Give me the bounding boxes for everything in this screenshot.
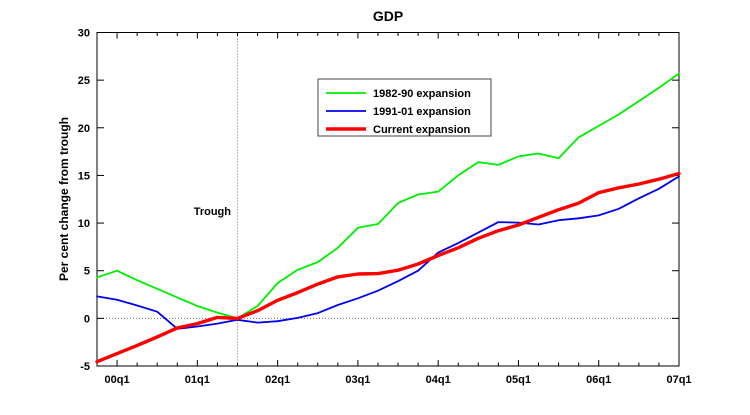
line-current-expansion: [95, 171, 681, 364]
line-1982-90-expansion: [96, 72, 680, 320]
x-tick-label: 01q1: [185, 374, 210, 386]
chart-title: GDP: [373, 8, 403, 24]
data-series: [95, 72, 681, 364]
x-tick-label: 00q1: [105, 374, 130, 386]
trough-label: Trough: [194, 206, 232, 218]
x-tick-label: 02q1: [265, 374, 290, 386]
axes: -5 0 5 10 15 20 25 30 00q1 01q1 02q1 03q1 04q1 05q1 06…: [78, 28, 692, 387]
legend-box: [317, 78, 492, 137]
x-tick-label: 03q1: [345, 374, 370, 386]
y-tick-label: 5: [84, 266, 90, 278]
x-tick-label: 07q1: [666, 374, 691, 386]
plot-box: [96, 32, 680, 367]
y-tick-label: 0: [84, 313, 90, 325]
y-tick-label: -5: [80, 361, 90, 373]
legend-entry-label: 1982-90 expansion: [373, 88, 471, 100]
y-tick-label: 25: [78, 75, 90, 87]
legend-entry-label: 1991-01 expansion: [373, 106, 471, 118]
reference-lines: [97, 32, 679, 366]
y-tick-label: 15: [78, 170, 90, 182]
y-tick-label: 20: [78, 123, 90, 135]
x-tick-label: 06q1: [586, 374, 611, 386]
x-tick-label: 04q1: [426, 374, 451, 386]
legend: 1982-90 expansion 1991-01 expansion Curren…: [317, 78, 492, 137]
y-tick-label: 30: [78, 28, 90, 40]
y-axis-label: Per cent change from trough: [57, 117, 71, 281]
y-tick-label: 10: [78, 218, 90, 230]
legend-entry-label: Current expansion: [373, 124, 470, 136]
x-tick-label: 05q1: [506, 374, 531, 386]
line-1991-01-expansion: [96, 175, 680, 330]
